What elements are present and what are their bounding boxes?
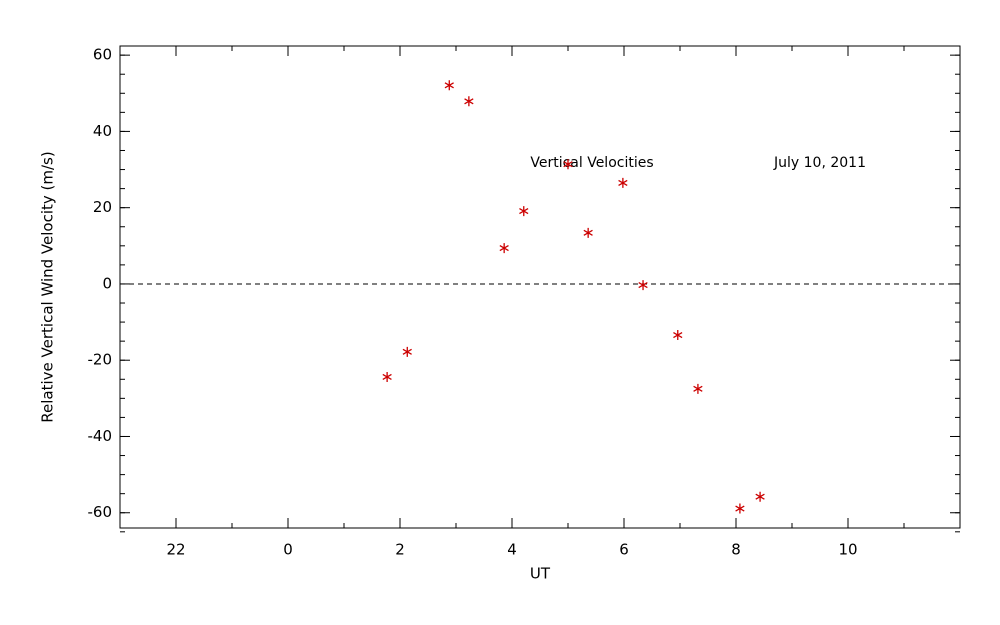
y-tick-label: 0	[102, 274, 112, 292]
annotation: July 10, 2011	[773, 155, 866, 171]
point	[464, 96, 474, 107]
y-tick-label: 20	[93, 198, 112, 216]
x-tick-label: 6	[619, 541, 629, 559]
annotation: Vertical Velocities	[530, 155, 653, 171]
x-tick-label: 22	[166, 541, 185, 559]
point	[583, 227, 593, 238]
point	[563, 159, 573, 170]
y-tick-label: -20	[88, 351, 113, 369]
point	[618, 177, 628, 188]
point	[735, 503, 745, 514]
y-axis-label: Relative Vertical Wind Velocity (m/s)	[39, 151, 57, 422]
point	[382, 371, 392, 382]
x-tick-label: 8	[731, 541, 741, 559]
point	[402, 346, 412, 357]
x-tick-label: 2	[395, 541, 405, 559]
plot-frame	[119, 45, 961, 529]
point	[755, 491, 765, 502]
point	[499, 243, 509, 254]
point	[519, 206, 529, 217]
y-tick-label: 60	[93, 46, 112, 64]
point	[693, 383, 703, 394]
point	[444, 80, 454, 91]
x-tick-label: 4	[507, 541, 517, 559]
x-tick-label: 10	[838, 541, 857, 559]
point	[638, 280, 648, 291]
y-tick-label: 40	[93, 122, 112, 140]
x-tick-label: 0	[283, 541, 293, 559]
x-axis-label: UT	[530, 565, 551, 583]
y-tick-label: -40	[88, 427, 113, 445]
y-tick-label: -60	[88, 503, 113, 521]
point	[673, 330, 683, 341]
